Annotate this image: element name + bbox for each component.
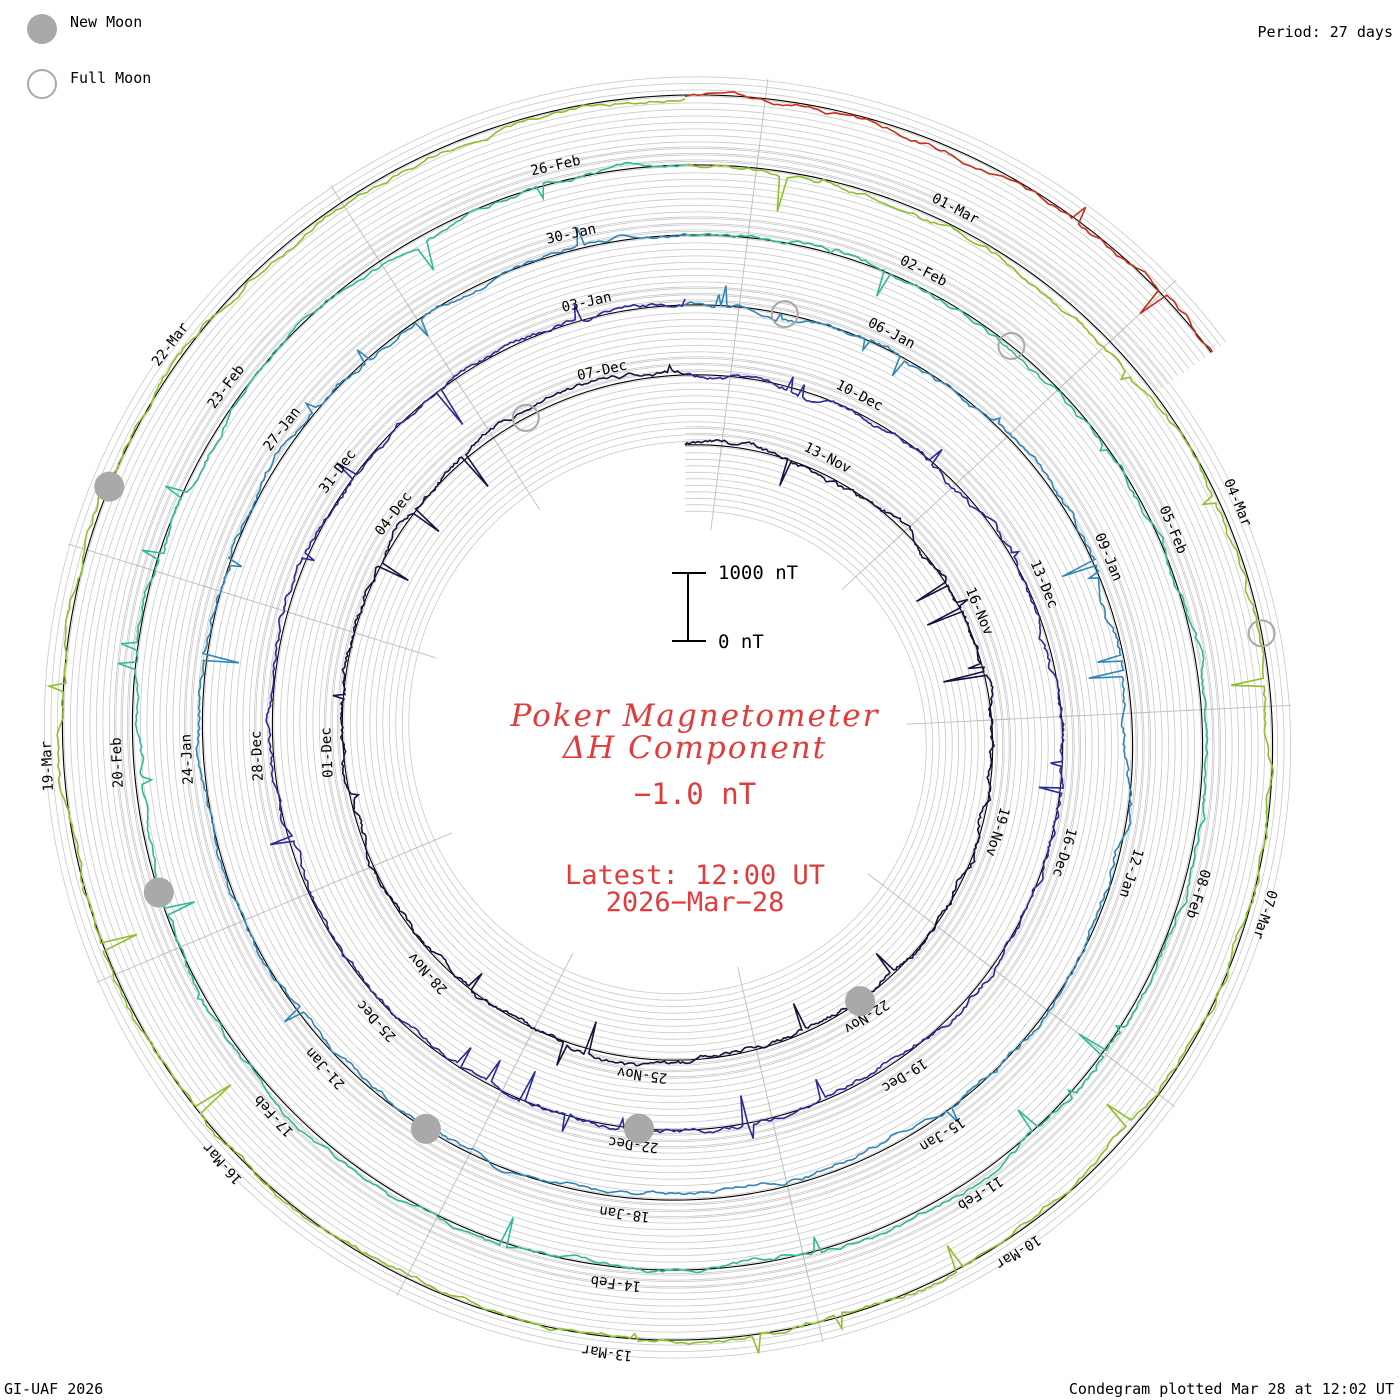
full-moon-marker: [511, 403, 540, 432]
new-moon-marker: [845, 986, 876, 1017]
spiral-date-label: 13-Mar: [581, 1341, 633, 1363]
grid-spiral-line: [50, 82, 1285, 1353]
spiral-date-label: 20-Feb: [108, 737, 126, 788]
grid-radial-line: [754, 78, 769, 184]
grid-radial-line: [1186, 704, 1292, 711]
plotted-timestamp: Condegram plotted Mar 28 at 12:02 UT: [1068, 1380, 1394, 1398]
grid-spiral-line: [56, 89, 1279, 1346]
spiral-date-label: 24-Jan: [178, 734, 196, 785]
grid-radial-line: [799, 1239, 824, 1343]
spiral-date-label: 18-Jan: [598, 1202, 650, 1224]
new-moon-marker: [410, 1113, 441, 1144]
spiral-date-label: 12-Jan: [1116, 847, 1146, 900]
spiral-date-label: 10-Mar: [992, 1231, 1043, 1272]
spiral-date-label: 19-Nov: [982, 805, 1012, 858]
grid-radial-line: [330, 185, 389, 275]
data-trace-rotation-3: [195, 227, 1133, 1196]
grid-spiral-line: [89, 121, 1246, 1314]
new-moon-legend-marker: [27, 14, 57, 44]
data-trace-rotation-1: [332, 363, 996, 1067]
scale-bar-bottom-label: 0 nT: [718, 631, 764, 653]
grid-spiral-line: [108, 141, 1226, 1294]
spiral-grid: [43, 76, 1292, 1359]
data-trace-rotation-2: [265, 298, 1065, 1139]
spiral-date-label: 01-Dec: [318, 727, 336, 778]
spiral-date-label: 28-Dec: [248, 730, 266, 781]
spiral-date-label: 19-Dec: [879, 1055, 930, 1096]
new-moon-legend-label: New Moon: [70, 13, 143, 31]
full-moon-marker: [770, 300, 799, 329]
spiral-date-label: 16-Mar: [200, 1139, 246, 1187]
new-moon-marker: [94, 471, 125, 502]
grid-radial-line: [1090, 1042, 1175, 1108]
spiral-date-label: 11-Feb: [954, 1172, 1005, 1213]
grid-spiral-line: [63, 95, 1272, 1340]
chart-title-line2: ΔH Component: [562, 730, 828, 766]
grid-spiral-line: [82, 115, 1253, 1320]
scale-bar: [672, 572, 706, 642]
spiral-date-label: 25-Nov: [616, 1064, 668, 1086]
spiral-date-label: 16-Dec: [1049, 826, 1079, 879]
data-trace-rotation-4: [117, 161, 1209, 1274]
new-moon-marker: [143, 877, 174, 908]
scale-bar-top-label: 1000 nT: [718, 562, 799, 584]
grid-spiral-line: [69, 102, 1266, 1333]
spiral-date-label: 07-Dec: [576, 357, 629, 384]
grid-spiral-line: [95, 128, 1239, 1307]
grid-spiral-line: [121, 154, 1213, 1281]
current-value: −1.0 nT: [633, 777, 757, 811]
latest-time-label: Latest: 12:00 UT: [564, 860, 826, 891]
grid-spiral-line: [43, 76, 1292, 1359]
grid-spiral-line: [102, 134, 1233, 1301]
data-trace-rotation-5: [46, 98, 1275, 1354]
full-moon-legend-marker: [27, 69, 57, 99]
chart-title-line1: Poker Magnetometer: [510, 698, 880, 734]
spiral-date-label: 21-Jan: [302, 1044, 348, 1092]
spiral-date-label: 19-Mar: [39, 741, 57, 792]
latest-date-label: 2026−Mar−28: [605, 887, 785, 918]
credit-label: GI-UAF 2026: [4, 1380, 104, 1398]
full-moon-marker: [997, 332, 1026, 361]
new-moon-marker: [623, 1113, 654, 1144]
grid-radial-line: [1098, 280, 1177, 353]
period-label: Period: 27 days: [1257, 23, 1393, 41]
grid-radial-line: [396, 1201, 446, 1296]
full-moon-marker: [1247, 619, 1276, 648]
grid-spiral-line: [76, 108, 1259, 1327]
spiral-date-label: 14-Feb: [590, 1272, 642, 1294]
grid-spiral-line: [115, 147, 1220, 1287]
spiral-date-label: 17-Feb: [251, 1092, 297, 1140]
data-trace-rotation-6: [684, 91, 1214, 353]
full-moon-legend-label: Full Moon: [70, 69, 152, 87]
